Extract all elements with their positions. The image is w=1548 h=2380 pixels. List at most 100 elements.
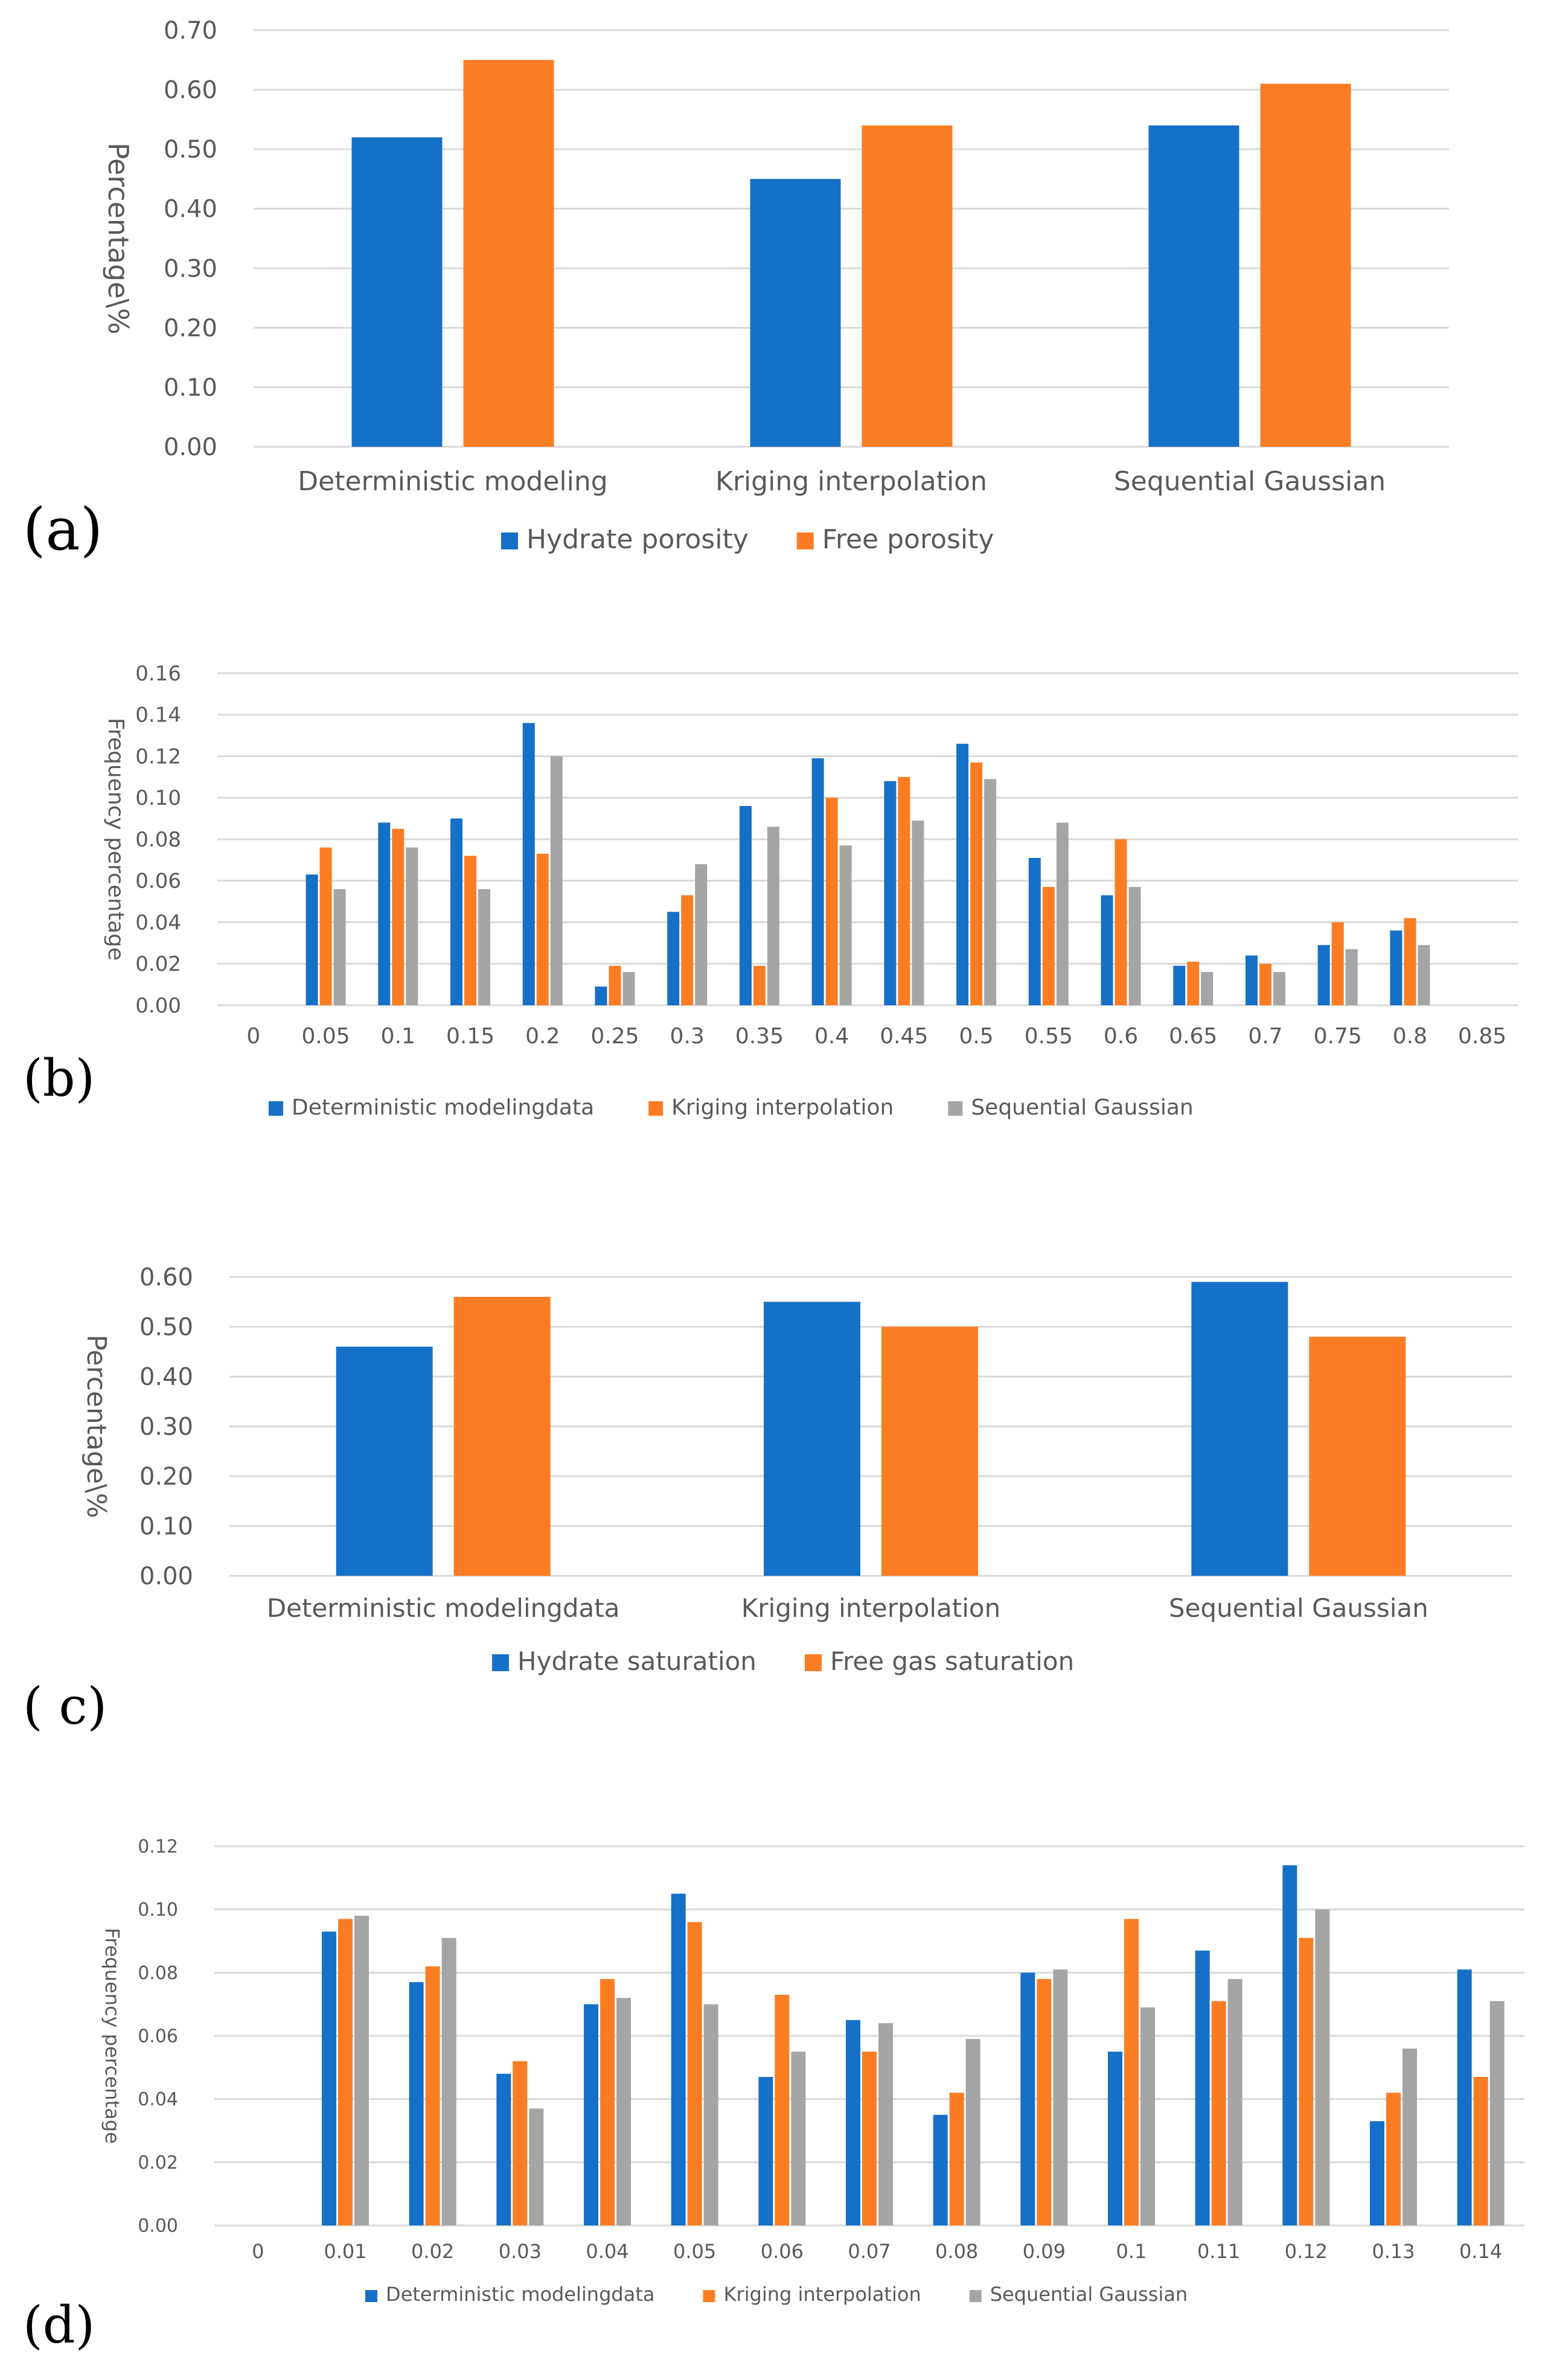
bar-blue xyxy=(409,1982,424,2225)
bar-orange xyxy=(970,762,983,1005)
bar-gray xyxy=(1056,822,1069,1005)
bar-gray xyxy=(1315,1909,1330,2225)
y-tick-label: 0.60 xyxy=(139,1264,193,1291)
bar-blue xyxy=(671,1893,686,2225)
bar-orange xyxy=(1115,839,1127,1005)
bar-blue xyxy=(1028,857,1041,1005)
x-tick-label: 0.45 xyxy=(880,1024,928,1049)
bar-gray xyxy=(878,2023,893,2225)
y-tick-label: 0.00 xyxy=(135,994,181,1018)
y-tick-label: 0.12 xyxy=(135,744,181,769)
legend-swatch xyxy=(492,1654,509,1671)
y-axis-title: Percentage\% xyxy=(102,142,135,334)
y-axis-title: Frequency percentage xyxy=(101,1928,124,2144)
bar-orange xyxy=(1037,1979,1052,2225)
bar-blue xyxy=(846,2020,860,2225)
bar-blue xyxy=(450,818,463,1005)
bar-gray xyxy=(839,845,852,1005)
y-tick-label: 0.04 xyxy=(135,910,181,935)
y-tick-label: 0.12 xyxy=(138,1837,178,1858)
x-tick-label: 0.07 xyxy=(848,2240,891,2263)
bar-gray xyxy=(441,1937,456,2225)
bar-orange xyxy=(1309,1337,1406,1576)
bar-orange xyxy=(536,854,549,1005)
bar-orange xyxy=(881,1326,978,1576)
x-tick-label: 0.3 xyxy=(670,1024,705,1049)
bar-orange xyxy=(425,1966,440,2225)
x-tick-label: 0.2 xyxy=(525,1024,560,1049)
x-tick-label: 0.1 xyxy=(1116,2240,1147,2263)
bar-blue xyxy=(1370,2121,1384,2225)
x-tick-label: 0.12 xyxy=(1285,2240,1328,2263)
panel-letter: (a) xyxy=(23,496,103,563)
bar-orange xyxy=(753,965,766,1005)
x-tick-label: 0.75 xyxy=(1314,1024,1362,1049)
legend-swatch xyxy=(365,2290,377,2302)
x-tick-label: 0.5 xyxy=(959,1024,993,1049)
bar-orange xyxy=(513,2061,528,2225)
bar-blue xyxy=(305,874,318,1005)
bar-gray xyxy=(1418,945,1430,1005)
y-tick-label: 0.02 xyxy=(138,2152,178,2174)
legend-swatch xyxy=(796,533,814,549)
y-tick-label: 0.00 xyxy=(138,2216,178,2237)
chart-panel-c: 0.00 0.10 0.20 0.30 0.40 0.50 0.60 Percentage\%… xyxy=(23,1264,1512,1736)
y-tick-label: 0.10 xyxy=(139,1513,193,1541)
panel-letter: (b) xyxy=(23,1049,95,1108)
bar-orange xyxy=(1473,2077,1488,2225)
legend-swatch xyxy=(948,1101,963,1116)
x-tick-label: 0.06 xyxy=(761,2240,804,2263)
bar-orange xyxy=(1124,1919,1139,2225)
bar-orange xyxy=(775,1994,790,2225)
bar-blue xyxy=(1020,1972,1035,2225)
legend-label: Sequential Gaussian xyxy=(990,2283,1188,2306)
y-tick-label: 0.10 xyxy=(138,1899,178,1921)
bar-orange xyxy=(1260,83,1351,447)
bar-gray xyxy=(1489,2001,1505,2225)
y-tick-label: 0.08 xyxy=(138,1963,178,1984)
x-tick-label: 0.6 xyxy=(1104,1024,1138,1049)
bar-orange xyxy=(1211,2001,1226,2225)
y-tick-label: 0.14 xyxy=(135,703,181,728)
panel-letter: (d) xyxy=(23,2295,95,2355)
y-tick-label: 0.50 xyxy=(164,136,217,164)
bar-orange xyxy=(338,1919,353,2225)
bar-gray xyxy=(1227,1979,1243,2225)
bar-orange xyxy=(392,828,405,1005)
x-tick-label: 0 xyxy=(246,1024,260,1049)
bar-orange xyxy=(464,856,477,1005)
bar-gray xyxy=(1128,887,1141,1005)
y-axis-title: Frequency percentage xyxy=(103,718,128,961)
bar-blue xyxy=(1148,125,1239,447)
x-tick-label: Sequential Gaussian xyxy=(1169,1593,1428,1623)
x-tick-label: 0.11 xyxy=(1197,2240,1240,2263)
x-tick-label: 0.05 xyxy=(302,1024,350,1049)
y-tick-label: 0.02 xyxy=(135,952,181,976)
x-tick-label: 0.25 xyxy=(590,1024,639,1049)
bar-orange xyxy=(687,1922,702,2225)
bar-gray xyxy=(1402,2048,1417,2225)
x-tick-label: 0.55 xyxy=(1025,1024,1073,1049)
bar-orange xyxy=(862,2052,877,2225)
legend-label: Hydrate saturation xyxy=(517,1646,756,1676)
bar-orange xyxy=(1187,961,1200,1005)
bar-blue xyxy=(1390,930,1402,1005)
x-tick-label: 0.04 xyxy=(586,2240,628,2263)
legend-label: Hydrate porosity xyxy=(526,524,749,555)
panel-letter: ( c) xyxy=(23,1677,107,1736)
y-tick-label: 0.40 xyxy=(164,196,217,223)
bar-blue xyxy=(595,987,607,1005)
bar-gray xyxy=(1201,972,1214,1005)
bar-orange xyxy=(949,2093,964,2225)
x-tick-label: 0.03 xyxy=(499,2240,542,2263)
x-tick-label: Kriging interpolation xyxy=(741,1593,1001,1623)
bar-gray xyxy=(984,779,997,1005)
x-tick-label: 0.13 xyxy=(1372,2240,1415,2263)
legend-label: Sequential Gaussian xyxy=(971,1095,1193,1120)
bar-blue xyxy=(764,1302,860,1576)
legend-swatch xyxy=(969,2290,982,2302)
y-axis-title: Percentage\% xyxy=(81,1334,112,1518)
y-tick-label: 0.20 xyxy=(139,1463,193,1491)
bar-gray xyxy=(478,889,491,1005)
y-tick-label: 0.20 xyxy=(164,315,217,342)
